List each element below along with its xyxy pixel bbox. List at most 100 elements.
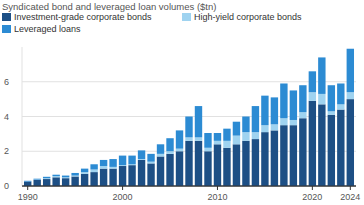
bar-segment — [309, 71, 316, 92]
x-tick-label: 1990 — [18, 192, 38, 202]
bar-segment — [223, 141, 230, 148]
bar-segment — [252, 132, 259, 139]
bar-segment — [347, 92, 354, 99]
y-tick-label: 6 — [4, 77, 9, 87]
bar-segment — [271, 130, 278, 186]
bar-segment — [233, 136, 240, 145]
bar-segment — [328, 111, 335, 114]
bar-segment — [43, 177, 50, 178]
bar-segment — [81, 174, 88, 186]
title: Syndicated bond and leveraged loan volum… — [2, 1, 216, 12]
bar-segment — [166, 138, 173, 151]
bar-segment — [242, 117, 249, 133]
bar-segment — [166, 154, 173, 186]
bar-segment — [157, 154, 164, 157]
y-axis-line — [22, 47, 23, 186]
bar-segment — [138, 160, 145, 186]
bar-segment — [252, 106, 259, 132]
x-tick — [217, 186, 218, 190]
bar-segment — [185, 117, 192, 138]
bar-segment — [147, 162, 154, 164]
bar-segment — [62, 178, 69, 186]
legend-swatch — [2, 13, 11, 21]
bar-segment — [90, 169, 97, 172]
bar-segment — [43, 178, 50, 180]
bar-segment — [33, 180, 40, 186]
bar-segment — [299, 85, 306, 112]
legend-swatch — [182, 13, 191, 21]
bar-segment — [233, 144, 240, 186]
x-axis-line — [22, 186, 356, 187]
bar-segment — [100, 169, 107, 186]
legend-label: High-yield corporate bonds — [194, 12, 302, 22]
bar-segment — [261, 96, 268, 126]
bar-segment — [147, 163, 154, 186]
bar-segment — [52, 175, 59, 176]
bar-segment — [109, 169, 116, 186]
bar-segment — [337, 110, 344, 186]
bar-segment — [71, 173, 78, 176]
bar-segment — [157, 156, 164, 186]
x-tick-label: 2024 — [340, 192, 360, 202]
bar-segment — [81, 169, 88, 172]
y-tick-label: 0 — [4, 181, 9, 191]
bar-segment — [290, 120, 297, 125]
bar-segment — [328, 85, 335, 111]
grid-line — [22, 81, 356, 82]
x-tick-label: 2020 — [302, 192, 322, 202]
legend: Investment-grade corporate bonds High-yie… — [2, 12, 302, 34]
x-tick — [350, 186, 351, 190]
x-tick-label: 2010 — [207, 192, 227, 202]
bar-segment — [195, 137, 202, 140]
bar-segment — [252, 139, 259, 186]
bar-segment — [24, 181, 31, 182]
x-tick — [312, 186, 313, 190]
bar-segment — [233, 122, 240, 136]
bar-segment — [166, 151, 173, 154]
bar-segment — [214, 141, 221, 144]
bar-segment — [242, 132, 249, 141]
bar-segment — [71, 176, 78, 186]
bar-segment — [271, 97, 278, 124]
bar-segment — [176, 151, 183, 186]
bar-segment — [347, 99, 354, 186]
legend-label: Leveraged loans — [14, 24, 81, 34]
bar-segment — [33, 178, 40, 180]
bar-segment — [347, 49, 354, 92]
bar-segment — [109, 159, 116, 167]
bar-segment — [90, 172, 97, 186]
bar-segment — [299, 112, 306, 118]
bar-segment — [214, 133, 221, 141]
bar-segment — [147, 154, 154, 162]
bar-segment — [128, 165, 135, 186]
bar-segment — [204, 148, 211, 151]
bar-segment — [90, 164, 97, 169]
bar-segment — [280, 118, 287, 125]
bar-segment — [109, 167, 116, 169]
grid-line — [22, 186, 356, 187]
bar-segment — [290, 125, 297, 186]
bar-segment — [100, 166, 107, 169]
bar-segment — [271, 124, 278, 130]
bar-segment — [119, 166, 126, 186]
bar-segment — [309, 92, 316, 101]
legend-label: Investment-grade corporate bonds — [14, 12, 152, 22]
bar-segment — [62, 176, 69, 178]
bar-segment — [214, 144, 221, 186]
x-tick-label: 2000 — [113, 192, 133, 202]
bars — [24, 49, 354, 186]
bar-segment — [318, 94, 325, 104]
bar-segment — [261, 125, 268, 132]
bar-segment — [128, 156, 135, 165]
bar-segment — [318, 57, 325, 93]
bar-segment — [185, 137, 192, 140]
y-tick-label: 4 — [4, 112, 9, 122]
bar-segment — [195, 141, 202, 186]
y-tick-label: 2 — [4, 146, 9, 156]
bar-segment — [309, 101, 316, 186]
bar-segment — [280, 83, 287, 118]
bar-segment — [223, 129, 230, 141]
bar-segment — [33, 179, 40, 180]
bar-segment — [119, 156, 126, 166]
bar-segment — [52, 176, 59, 177]
